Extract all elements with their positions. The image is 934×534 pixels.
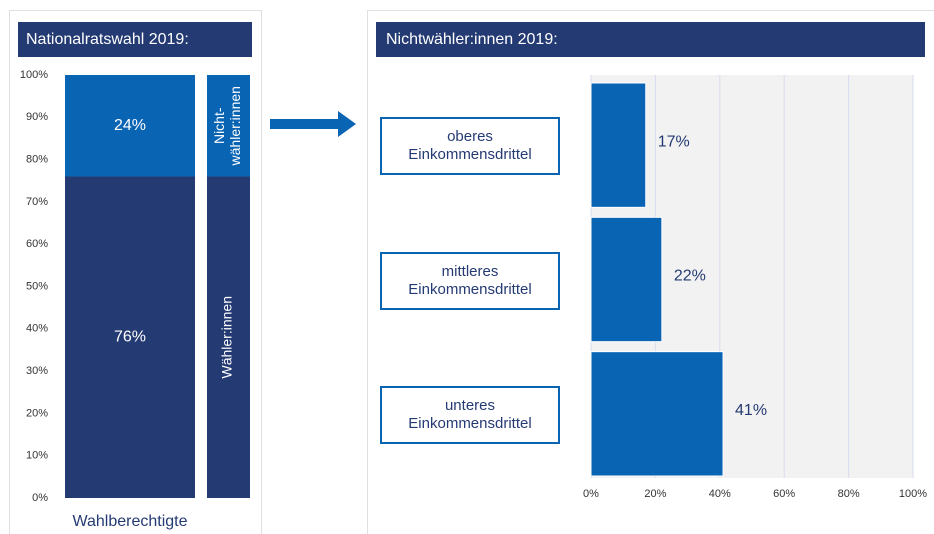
y-tick-label: 80% <box>26 154 48 166</box>
x-tick-label: Wahlberechtigte <box>72 513 187 530</box>
y-tick-label: 100% <box>20 69 48 81</box>
bar-segment <box>65 176 195 498</box>
chart-title: Nichtwähler:innen 2019: <box>386 31 558 48</box>
y-tick-label: 90% <box>26 111 48 123</box>
y-tick-label: 40% <box>26 323 48 335</box>
x-tick-label: 40% <box>709 488 731 500</box>
right-panel <box>367 10 934 534</box>
bar <box>590 216 663 343</box>
legend-label: Wähler:innen <box>219 296 235 379</box>
value-label: 22% <box>674 268 706 285</box>
x-tick-label: 100% <box>899 488 927 500</box>
title-bar <box>376 22 925 57</box>
y-tick-label: 20% <box>26 407 48 419</box>
legend-line: wähler:innen <box>227 86 243 166</box>
x-tick-label: 0% <box>583 488 599 500</box>
legend-swatch <box>207 176 250 498</box>
x-tick-label: 60% <box>773 488 795 500</box>
y-tick-label: 60% <box>26 238 48 250</box>
left-panel <box>9 10 262 534</box>
y-tick-label: 50% <box>26 280 48 292</box>
x-tick-label: 20% <box>644 488 666 500</box>
y-tick-label: 10% <box>26 450 48 462</box>
x-tick-label: 80% <box>838 488 860 500</box>
category-label: oberes Einkommensdrittel <box>380 117 560 176</box>
value-label: 17% <box>658 133 690 150</box>
bar <box>590 351 724 477</box>
category-label: mittleres Einkommensdrittel <box>380 251 560 310</box>
y-tick-label: 0% <box>32 492 48 504</box>
y-tick-label: 70% <box>26 196 48 208</box>
legend-label: Nicht-wähler:innen <box>211 86 243 166</box>
title-bar <box>18 22 252 57</box>
value-label: 24% <box>114 117 146 134</box>
legend-line: Nicht- <box>211 107 227 144</box>
chart-title: Nationalratswahl 2019: <box>26 31 189 48</box>
value-label: 76% <box>114 328 146 345</box>
bar <box>590 82 647 208</box>
y-tick-label: 30% <box>26 365 48 377</box>
category-label: unteres Einkommensdrittel <box>380 385 560 444</box>
value-label: 41% <box>735 402 767 419</box>
arrow <box>270 111 356 137</box>
bar-segment <box>65 75 195 177</box>
legend-swatch <box>207 75 250 177</box>
